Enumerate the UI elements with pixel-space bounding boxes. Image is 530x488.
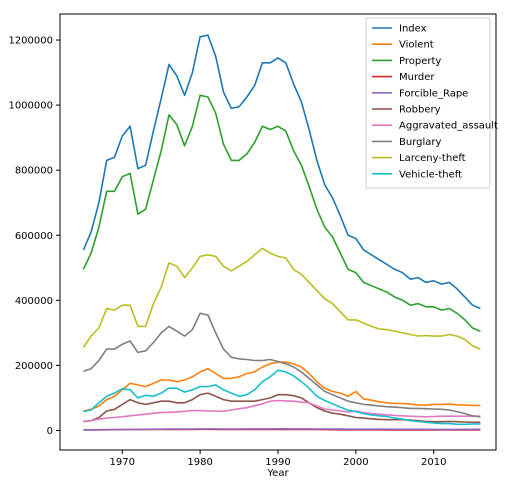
legend-label-aggravated-assault: Aggravated_assault xyxy=(399,121,498,132)
y-tick-label: 1200000 xyxy=(8,36,53,47)
y-tick-label: 0 xyxy=(47,426,53,437)
legend-label-forcible-rape: Forcible_Rape xyxy=(399,88,468,99)
legend-label-robbery: Robbery xyxy=(399,105,441,116)
y-tick-label: 400000 xyxy=(15,296,53,307)
x-axis-label: Year xyxy=(266,468,289,479)
x-tick-label: 1970 xyxy=(110,457,135,468)
y-tick-label: 600000 xyxy=(15,231,53,242)
x-tick-label: 1990 xyxy=(265,457,290,468)
series-lines xyxy=(82,34,481,431)
legend-label-violent: Violent xyxy=(399,40,434,51)
plot-frame xyxy=(59,13,497,451)
legend: Index Violent Property Murder Forcible_Rape R… xyxy=(365,17,498,189)
series-line-vehicle-theft xyxy=(83,369,481,426)
y-axis-ticks: 0 200000 400000 600000 800000 1000000 1200000 xyxy=(8,36,60,437)
legend-label-murder: Murder xyxy=(399,72,435,83)
x-tick-label: 1980 xyxy=(187,457,212,468)
legend-label-burglary: Burglary xyxy=(399,137,441,148)
series-line-property xyxy=(82,94,481,332)
y-tick-label: 1000000 xyxy=(8,101,53,112)
series-line-index xyxy=(82,34,481,310)
legend-label-property: Property xyxy=(399,56,441,67)
x-axis-ticks: 1970 1980 1990 2000 2010 xyxy=(110,450,446,468)
x-tick-label: 2010 xyxy=(421,457,446,468)
y-tick-label: 200000 xyxy=(15,361,53,372)
x-tick-label: 2000 xyxy=(343,457,368,468)
legend-label-vehicle-theft: Vehicle-theft xyxy=(399,169,462,180)
legend-frame xyxy=(365,17,491,189)
series-line-aggravated-assault xyxy=(83,399,481,423)
y-tick-label: 800000 xyxy=(15,166,53,177)
series-line-burglary xyxy=(83,312,481,418)
series-line-larceny-theft xyxy=(82,247,481,350)
series-line-forcible-rape xyxy=(83,427,481,431)
legend-label-index: Index xyxy=(399,24,427,35)
legend-label-larceny-theft: Larceny-theft xyxy=(399,153,466,164)
